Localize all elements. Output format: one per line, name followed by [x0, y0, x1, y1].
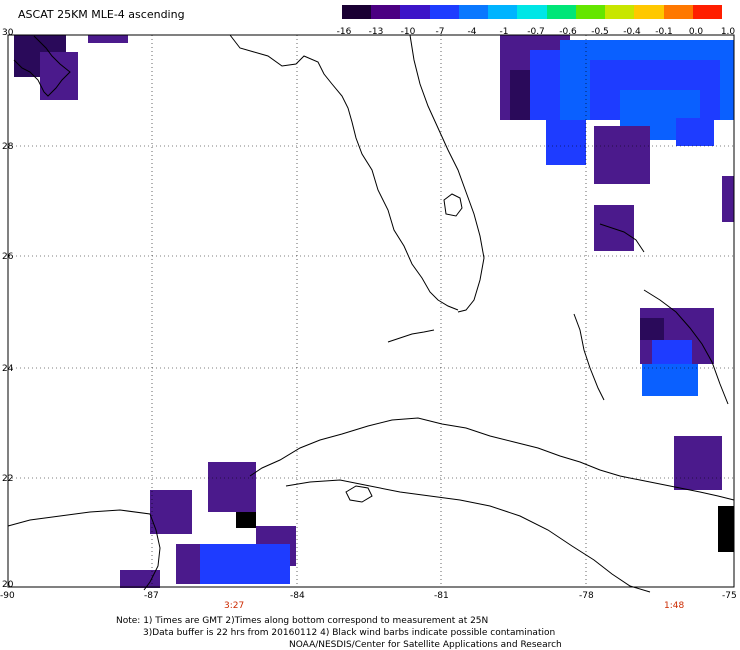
mle-cell — [186, 544, 290, 584]
lake-okeechobee — [443, 193, 463, 217]
colorbar-tick-label: -0.1 — [655, 27, 673, 37]
mle-cell — [40, 52, 78, 100]
coastline-big-bend — [229, 34, 459, 311]
mle-cell — [546, 120, 586, 165]
colorbar-tick-label: -7 — [435, 27, 445, 37]
mle-cell — [88, 35, 128, 43]
mle-cell — [208, 462, 256, 512]
colorbar-tick-labels: -16 -13 -10 -7 -4 -1 -0.7 -0.6 -0.5 -0.4 -0.1 0.0 1.… — [328, 27, 738, 39]
coastline-cuba-south — [285, 479, 651, 593]
colorbar-swatch — [429, 5, 459, 19]
x-tick-label: -75 — [722, 591, 737, 601]
x-tick-label: -78 — [579, 591, 594, 601]
mle-cell — [594, 205, 634, 251]
x-tick-label: -84 — [290, 591, 305, 601]
colorbar-swatch — [692, 5, 723, 19]
colorbar-tick-label: -0.7 — [527, 27, 545, 37]
mle-data-cells — [14, 35, 734, 588]
mle-cell — [640, 318, 664, 340]
y-tick-label: 30 — [2, 28, 14, 38]
colorbar-tick-label: -10 — [400, 27, 416, 37]
chart-title: ASCAT 25KM MLE-4 ascending — [18, 8, 185, 21]
colorbar-swatch — [575, 5, 606, 19]
pass-time-label: 3:27 — [224, 601, 245, 611]
mle-cell — [594, 126, 650, 184]
coastline-andros — [573, 313, 605, 401]
mle-cell — [652, 340, 692, 364]
coastlines — [7, 34, 735, 593]
colorbar-swatch — [488, 5, 518, 19]
mle-cell — [150, 490, 192, 534]
colorbar-tick-label: -0.4 — [623, 27, 641, 37]
mle-cell — [676, 118, 714, 146]
mle-cell — [176, 544, 200, 584]
mle-cell — [120, 570, 160, 588]
colorbar-tick-label: -0.6 — [559, 27, 577, 37]
colorbar-swatch — [663, 5, 693, 19]
coastline-bahamas-east — [643, 289, 729, 405]
colorbar-swatch — [458, 5, 489, 19]
colorbar-tick-label: -16 — [336, 27, 352, 37]
colorbar-tick-label: 1.0 — [720, 27, 736, 37]
coastline-keys — [387, 329, 435, 343]
mle-cell — [722, 176, 734, 222]
colorbar-swatch — [546, 5, 576, 19]
mle-cell — [718, 506, 734, 552]
coastline-grand-bahama — [599, 223, 645, 253]
note-line-3: NOAA/NESDIS/Center for Satellite Applica… — [289, 640, 562, 650]
coastline-cuba — [249, 417, 735, 501]
colorbar-swatch — [400, 5, 430, 19]
colorbar-tick-label: -1 — [499, 27, 509, 37]
mle-cell — [642, 364, 698, 396]
note-line-2: 3)Data buffer is 22 hrs from 20160112 4)… — [143, 628, 556, 638]
colorbar — [342, 5, 723, 19]
y-tick-label: 24 — [2, 364, 14, 374]
x-tick-label: -87 — [144, 591, 159, 601]
isla-de-la-juventud — [345, 485, 373, 503]
x-tick-label: -81 — [434, 591, 449, 601]
note-line-1: Note: 1) Times are GMT 2)Times along bot… — [116, 616, 489, 626]
mle-cell — [236, 512, 256, 528]
colorbar-tick-label: -4 — [467, 27, 477, 37]
pass-time-label: 1:48 — [664, 601, 685, 611]
colorbar-swatch — [634, 5, 664, 19]
map-frame — [7, 34, 735, 588]
coastline-yucatan — [7, 509, 161, 591]
y-tick-label: 20 — [2, 580, 14, 590]
grid-lines — [8, 35, 734, 587]
y-tick-label: 28 — [2, 142, 14, 152]
y-tick-label: 26 — [2, 252, 14, 262]
mle-cell — [674, 436, 722, 490]
coastline-florida-east — [409, 34, 485, 313]
colorbar-tick-label: 0.0 — [688, 27, 704, 37]
x-tick-label: -90 — [0, 591, 15, 601]
colorbar-swatch — [371, 5, 401, 19]
colorbar-swatch — [517, 5, 547, 19]
coastline-panhandle — [13, 35, 71, 97]
colorbar-tick-label: -13 — [368, 27, 384, 37]
y-tick-label: 22 — [2, 474, 14, 484]
colorbar-swatch — [342, 5, 372, 19]
colorbar-tick-label: -0.5 — [591, 27, 609, 37]
colorbar-swatch — [605, 5, 635, 19]
